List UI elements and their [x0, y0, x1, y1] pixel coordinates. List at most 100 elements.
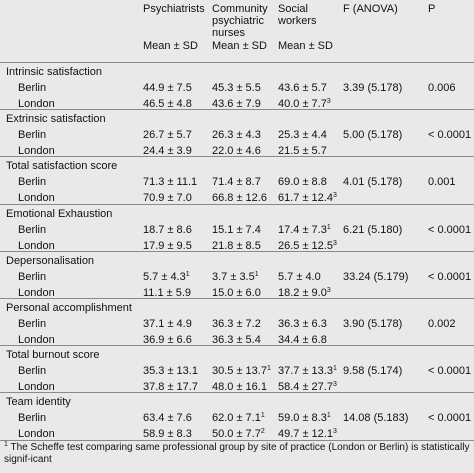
section-title: Personal accomplishment — [6, 302, 132, 314]
mean-sd-cell: 50.0 ± 7.72 — [212, 428, 265, 440]
mean-sd-cell: 17.9 ± 9.5 — [143, 240, 192, 252]
mean-sd-cell: 22.0 ± 4.6 — [212, 145, 261, 157]
mean-sd: 62.0 ± 7.1 — [212, 412, 261, 425]
f-value: 5.00 (5.178) — [343, 129, 403, 142]
mean-sd-cell: 36.9 ± 6.6 — [143, 334, 192, 346]
p-value: < 0.0001 — [428, 223, 472, 236]
mean-sd: 58.4 ± 27.7 — [278, 381, 333, 394]
mean-sd: 37.7 ± 13.3 — [278, 365, 333, 378]
site-label: London — [18, 334, 55, 346]
mean-sd-cell: 58.9 ± 8.3 — [143, 428, 192, 440]
mean-sd-cell: 36.3 ± 7.2 — [212, 318, 261, 330]
p-value: < 0.0001 — [428, 412, 472, 425]
mean-sd: 15.1 ± 7.4 — [212, 223, 261, 236]
f-value: 6.21 (5.180) — [343, 223, 403, 236]
section-title: Depersonalisation — [6, 254, 95, 267]
mean-sd: 22.0 ± 4.6 — [212, 145, 261, 158]
site-label: London — [18, 239, 55, 252]
p-value: 0.002 — [428, 318, 456, 330]
mean-sd-cell: 71.3 ± 11.1 — [143, 176, 197, 188]
mean-sd-cell: 18.7 ± 8.6 — [143, 224, 192, 236]
site-label: London — [18, 192, 55, 205]
site-label: Berlin — [18, 223, 47, 236]
mean-sd: 43.6 ± 7.9 — [212, 98, 261, 110]
mean-sd: 17.4 ± 7.3 — [278, 223, 327, 236]
mean-sd: 36.9 ± 6.6 — [143, 334, 192, 346]
mean-sd-cell: 71.4 ± 8.7 — [212, 176, 261, 188]
mean-sd: 21.5 ± 5.7 — [278, 145, 327, 158]
mean-sd-cell: 18.2 ± 9.03 — [278, 287, 331, 299]
mean-sd-cell: 35.3 ± 13.1 — [143, 365, 198, 377]
f-value: 14.08 (5.183) — [343, 412, 409, 425]
mean-sd-cell: 70.9 ± 7.0 — [143, 192, 192, 204]
mean-sd: 26.5 ± 12.5 — [278, 239, 333, 252]
mean-sd-cell: 37.7 ± 13.31 — [278, 365, 337, 377]
mean-sd-cell: 43.6 ± 5.7 — [278, 82, 327, 94]
mean-sd: 11.1 ± 5.9 — [143, 286, 192, 299]
site-label: London — [18, 381, 55, 394]
superscript: 3 — [332, 381, 337, 389]
mean-sd-cell: 17.4 ± 7.31 — [278, 224, 331, 236]
section-rule — [0, 392, 474, 394]
mean-sd-cell: 37.8 ± 17.7 — [143, 381, 198, 393]
mean-sd-cell: 21.5 ± 5.7 — [278, 145, 327, 157]
mean-sd: 71.3 ± 11.1 — [143, 176, 198, 189]
section-rule — [0, 62, 474, 63]
mean-sd-cell: 46.5 ± 4.8 — [143, 98, 192, 110]
site-label: London — [18, 145, 55, 158]
section-title: Total satisfaction score — [6, 160, 118, 173]
mean-sd: 50.0 ± 7.7 — [212, 428, 261, 441]
site-label: London — [18, 286, 55, 299]
section-rule — [0, 156, 474, 158]
f-value: 33.24 (5.179) — [343, 270, 409, 283]
section-rule — [0, 345, 474, 347]
section-title: Intrinsic satisfaction — [6, 66, 102, 78]
mean-sd: 58.9 ± 8.3 — [143, 428, 192, 441]
column-header: Community psychiatric nurses — [212, 3, 268, 39]
mean-sd: 48.0 ± 16.1 — [212, 381, 267, 394]
mean-sd: 70.9 ± 7.0 — [143, 192, 192, 205]
mean-sd: 63.4 ± 7.6 — [143, 412, 192, 425]
site-label: Berlin — [18, 412, 47, 425]
site-label: Berlin — [18, 365, 47, 378]
column-subheader: Mean ± SD — [212, 40, 267, 52]
site-label: Berlin — [18, 129, 47, 142]
site-label: Berlin — [18, 82, 47, 94]
footnote: 1 The Scheffe test comparing same profes… — [4, 441, 470, 466]
superscript: 3 — [332, 192, 337, 200]
mean-sd-cell: 25.3 ± 4.4 — [278, 129, 327, 141]
mean-sd-cell: 40.0 ± 7.73 — [278, 98, 331, 110]
mean-sd: 36.3 ± 7.2 — [212, 318, 261, 330]
mean-sd-cell: 26.7 ± 5.7 — [143, 129, 192, 141]
p-value: 0.006 — [428, 82, 456, 94]
mean-sd: 69.0 ± 8.8 — [278, 176, 327, 189]
mean-sd-cell: 5.7 ± 4.0 — [278, 271, 321, 283]
superscript: 1 — [185, 270, 190, 278]
superscript: 3 — [332, 239, 337, 247]
mean-sd-cell: 15.1 ± 7.4 — [212, 224, 261, 236]
section-title: Total burnout score — [6, 349, 100, 362]
footnote-text: The Scheffe test comparing same professi… — [4, 442, 470, 465]
mean-sd: 18.7 ± 8.6 — [143, 223, 192, 236]
column-header: Social workers — [278, 3, 317, 27]
mean-sd: 40.0 ± 7.7 — [278, 98, 327, 110]
superscript: 1 — [326, 223, 331, 231]
mean-sd: 34.4 ± 6.8 — [278, 334, 327, 346]
mean-sd-cell: 3.7 ± 3.51 — [212, 271, 259, 283]
superscript: 1 — [260, 412, 265, 420]
mean-sd-cell: 69.0 ± 8.8 — [278, 176, 327, 188]
superscript: 1 — [266, 365, 271, 373]
mean-sd-cell: 5.7 ± 4.31 — [143, 271, 190, 283]
mean-sd-cell: 34.4 ± 6.8 — [278, 334, 327, 346]
section-title: Team identity — [6, 396, 71, 409]
superscript: 1 — [254, 270, 259, 278]
mean-sd-cell: 26.3 ± 4.3 — [212, 129, 261, 141]
superscript: 3 — [332, 428, 337, 436]
p-value: < 0.0001 — [428, 270, 472, 283]
mean-sd: 15.0 ± 6.0 — [212, 286, 261, 299]
column-header: P — [428, 3, 436, 15]
mean-sd-cell: 30.5 ± 13.71 — [212, 365, 271, 377]
mean-sd-cell: 24.4 ± 3.9 — [143, 145, 192, 157]
mean-sd-cell: 36.3 ± 6.3 — [278, 318, 327, 330]
